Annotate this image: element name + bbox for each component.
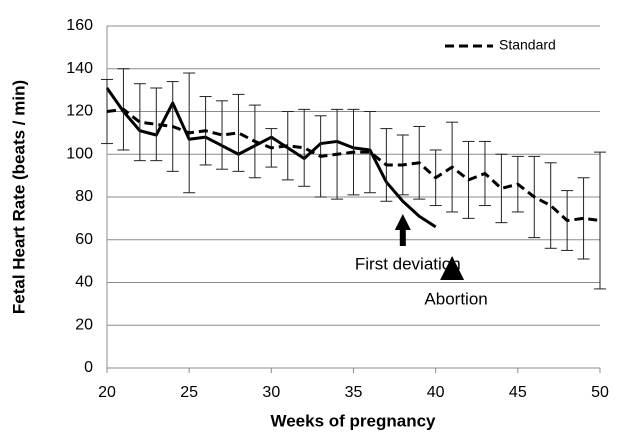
y-tick-label: 60 (75, 231, 93, 248)
x-tick-label: 45 (509, 384, 527, 401)
y-tick-label: 120 (66, 103, 93, 120)
x-tick-label: 35 (345, 384, 363, 401)
annotation: Abortion (424, 289, 487, 308)
x-tick-label: 20 (98, 384, 116, 401)
x-tick-label: 50 (591, 384, 609, 401)
triangle-marker (440, 256, 465, 280)
x-axis-title: Weeks of pregnancy (270, 411, 436, 430)
y-tick-label: 160 (66, 17, 93, 34)
y-tick-label: 80 (75, 188, 93, 205)
series-line (106, 107, 601, 223)
y-tick-label: 0 (84, 359, 93, 376)
y-tick-label: 20 (75, 316, 93, 333)
arrow-head (394, 214, 411, 230)
y-axis-title: Fetal Heart Rate (beats / min) (9, 80, 28, 314)
x-tick-label: 30 (262, 384, 280, 401)
annotation: First deviation (355, 254, 461, 273)
x-tick-label: 25 (180, 384, 198, 401)
legend-label: Standard (499, 37, 556, 53)
arrow-shaft (399, 228, 406, 246)
y-tick-label: 140 (66, 60, 93, 77)
y-tick-label: 100 (66, 145, 93, 162)
y-tick-label: 40 (75, 274, 93, 291)
x-tick-label: 40 (427, 384, 445, 401)
